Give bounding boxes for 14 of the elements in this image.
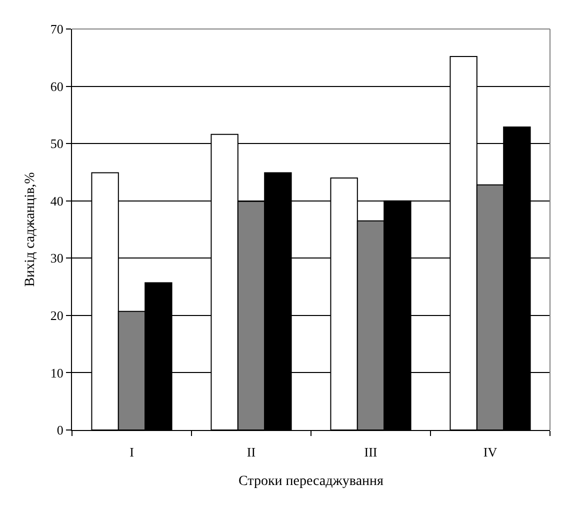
y-tick-label: 60 (50, 78, 64, 94)
y-tick-label: 40 (50, 193, 64, 208)
x-tick-label: II (246, 444, 256, 460)
y-tick-label: 70 (50, 22, 64, 37)
y-tick-label: 30 (50, 250, 64, 266)
x-tick-label: I (130, 444, 134, 460)
y-tick-label: 10 (50, 365, 64, 380)
y-tick-label: 50 (50, 136, 64, 152)
x-tick-label: IV (483, 444, 498, 460)
x-axis-title: Строки пересаджування (238, 474, 384, 489)
x-tick-label: III (364, 444, 378, 460)
y-axis-title: Вихід саджанців,% (23, 172, 38, 287)
y-tick-label: 0 (56, 422, 64, 438)
y-tick-label: 20 (50, 308, 64, 323)
